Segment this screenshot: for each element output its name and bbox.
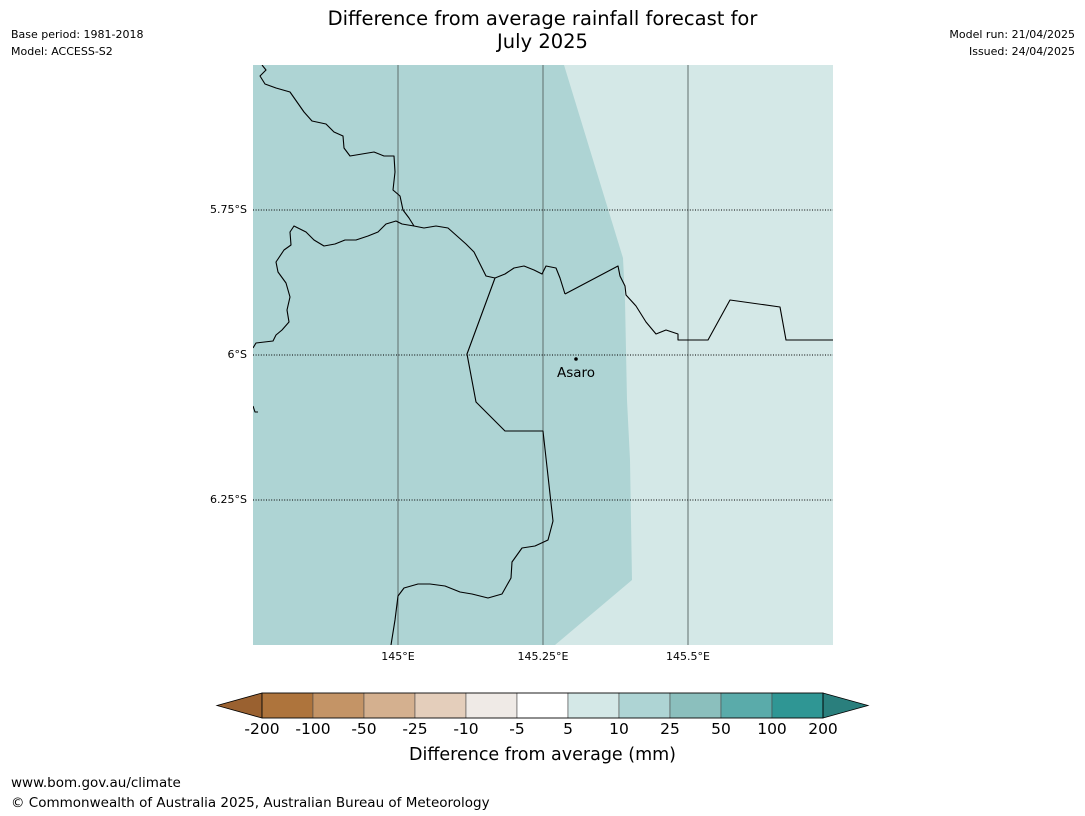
colorbar-segment bbox=[312, 692, 365, 719]
issued-text: Issued: 24/04/2025 bbox=[968, 45, 1075, 58]
colorbar-segment bbox=[771, 692, 824, 719]
longitude-label: 145.5°E bbox=[666, 650, 710, 663]
metadata-left: Base period: 1981-2018 Model: ACCESS-S2 bbox=[11, 26, 143, 60]
place-label-asaro: Asaro bbox=[557, 365, 596, 381]
colorbar-tick-label: 10 bbox=[609, 720, 629, 738]
colorbar-tick-label: 5 bbox=[563, 720, 573, 738]
colorbar bbox=[215, 692, 870, 719]
colorbar-tick-label: -10 bbox=[453, 720, 479, 738]
map-title-line-1: Difference from average rainfall forecas… bbox=[327, 7, 758, 30]
footer-url: www.bom.gov.au/climate bbox=[11, 775, 181, 791]
boundary-line bbox=[253, 65, 415, 349]
boundaries bbox=[253, 65, 833, 645]
map-title: Difference from average rainfall forecas… bbox=[0, 7, 1085, 53]
colorbar-tick-label: 100 bbox=[757, 720, 787, 738]
footer-copyright: © Commonwealth of Australia 2025, Austra… bbox=[11, 795, 490, 811]
colorbar-tick-label: -25 bbox=[402, 720, 428, 738]
colorbar-segment bbox=[720, 692, 773, 719]
colorbar-segment bbox=[618, 692, 671, 719]
colorbar-outline bbox=[261, 692, 824, 719]
boundary-line bbox=[390, 277, 554, 645]
model-run-text: Model run: 21/04/2025 bbox=[949, 28, 1075, 41]
colorbar-tick-label: -100 bbox=[295, 720, 331, 738]
map-title-line-2: July 2025 bbox=[497, 30, 588, 53]
latitude-label: 6.25°S bbox=[210, 493, 247, 506]
colorbar-tick-label: 200 bbox=[808, 720, 838, 738]
longitude-label: 145°E bbox=[381, 650, 415, 663]
longitude-label: 145.25°E bbox=[517, 650, 569, 663]
colorbar-tick-label: -5 bbox=[509, 720, 525, 738]
colorbar-label: Difference from average (mm) bbox=[408, 745, 677, 765]
colorbar-segment bbox=[669, 692, 722, 719]
colorbar-segment bbox=[516, 692, 569, 719]
colorbar-tick-label: 50 bbox=[711, 720, 731, 738]
colorbar-segment bbox=[567, 692, 620, 719]
boundary-line bbox=[253, 405, 258, 413]
map-area bbox=[253, 65, 833, 645]
colorbar-segment bbox=[465, 692, 518, 719]
latitude-label: 5.75°S bbox=[210, 203, 247, 216]
latitude-label: 6°S bbox=[227, 348, 247, 361]
colorbar-extension-low bbox=[215, 692, 263, 719]
metadata-right: Model run: 21/04/2025 Issued: 24/04/2025 bbox=[949, 26, 1075, 60]
colorbar-extension-high bbox=[822, 692, 870, 719]
rainfall-region-10-to-25 bbox=[253, 65, 632, 645]
colorbar-segment bbox=[363, 692, 416, 719]
asaro-marker bbox=[574, 357, 578, 361]
colorbar-segment bbox=[414, 692, 467, 719]
colorbar-tick-label: 25 bbox=[660, 720, 680, 738]
colorbar-tick-label: -50 bbox=[351, 720, 377, 738]
base-period-text: Base period: 1981-2018 bbox=[11, 28, 144, 41]
colorbar-segment bbox=[261, 692, 314, 719]
model-text: Model: ACCESS-S2 bbox=[11, 45, 113, 58]
boundary-line bbox=[564, 265, 833, 341]
colorbar-tick-label: -200 bbox=[244, 720, 280, 738]
